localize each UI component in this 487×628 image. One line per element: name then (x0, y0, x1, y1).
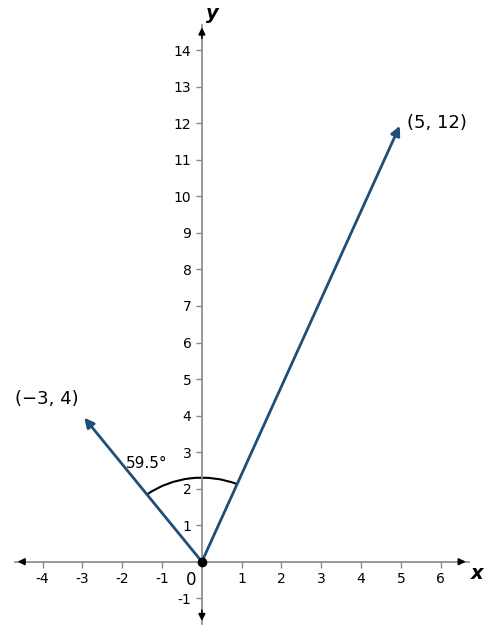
Text: (−3, 4): (−3, 4) (15, 390, 78, 408)
Text: (5, 12): (5, 12) (407, 114, 467, 133)
Text: 0: 0 (186, 571, 196, 589)
Text: 59.5°: 59.5° (126, 456, 168, 471)
Text: y: y (206, 4, 219, 23)
Text: x: x (470, 563, 483, 583)
